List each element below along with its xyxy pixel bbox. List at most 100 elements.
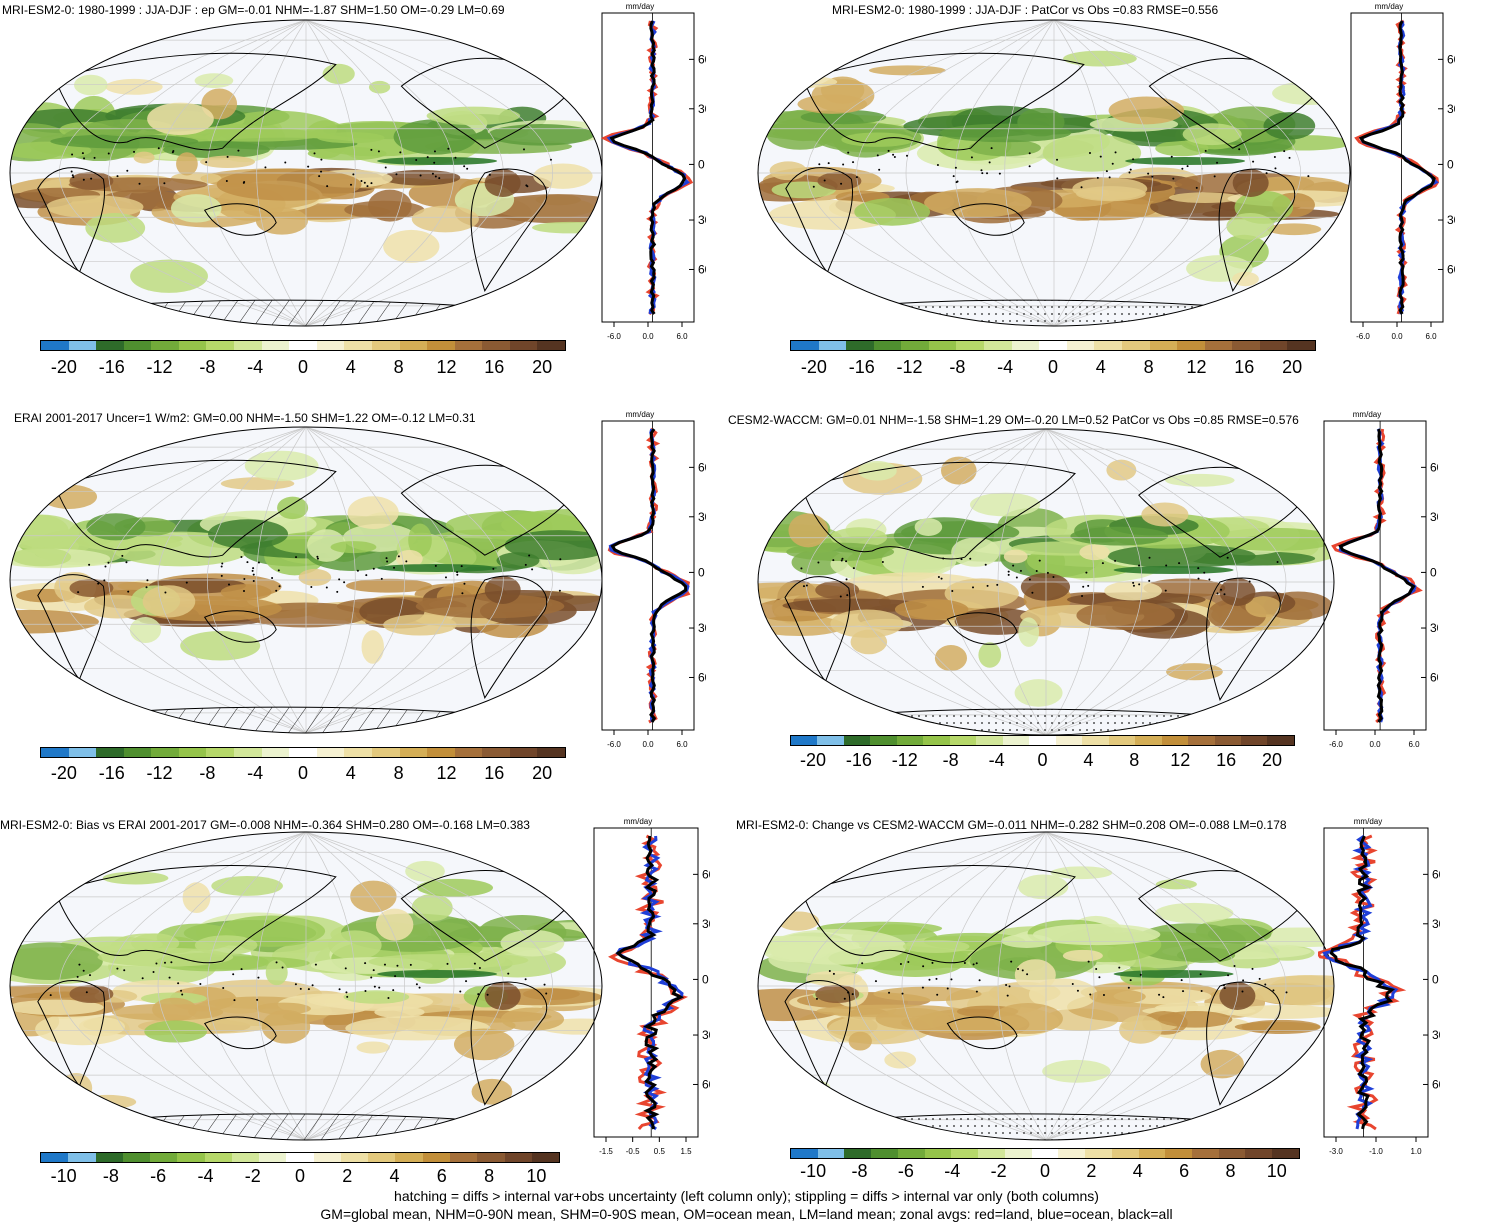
anomaly-region (777, 911, 820, 931)
stipple-dot (366, 185, 369, 188)
anomaly-region (1113, 970, 1234, 978)
ocean-zonal-line (615, 835, 684, 1131)
colorbar-swatch (477, 1153, 505, 1162)
stipple-dot (90, 177, 93, 180)
stipple-dot (1102, 994, 1105, 997)
longitude-gridline (901, 832, 1047, 1140)
stipple-dot (988, 161, 991, 164)
panel-3-title: ERAI 2001-2017 Uncer=1 W/m2: GM=0.00 NHM… (14, 411, 476, 425)
lat-tick-label: 30S (1447, 213, 1455, 227)
footer-note-1: hatching = diffs > internal var+obs unce… (394, 1188, 1099, 1204)
lat-tick-label: 30N (698, 510, 706, 524)
land-zonal-line (607, 427, 691, 724)
colorbar-swatch (1218, 1149, 1246, 1158)
stipple-dot (845, 560, 848, 563)
colorbar-tick-label: 4 (1083, 750, 1094, 770)
anomaly-region (383, 614, 457, 636)
anomaly-region (1266, 223, 1322, 236)
longitude-gridline (108, 427, 307, 733)
colorbar-tick-label: 8 (393, 763, 404, 783)
colorbar-tick-label: 8 (1129, 750, 1140, 770)
longitude-gridline (207, 20, 307, 326)
stipple-dot (433, 161, 436, 164)
anomaly-region (79, 1094, 137, 1110)
anomaly-region (411, 205, 479, 233)
anomaly-region (951, 537, 1000, 567)
stipple-dot (940, 577, 943, 580)
longitude-gridline (1045, 832, 1287, 1140)
lat-tick-label: 30S (1432, 1028, 1440, 1042)
stipple-dot (240, 555, 243, 558)
lat-tick-label: 60N (1430, 460, 1438, 474)
colorbar-swatch (96, 341, 124, 350)
anomaly-region (343, 990, 410, 1004)
anomaly-region (800, 109, 887, 125)
stipple-dot (350, 183, 353, 186)
stipple-dot (466, 167, 469, 170)
stipple-dot (399, 151, 402, 154)
lat-tick-label: 60N (698, 460, 706, 474)
colorbar-tick-label: 12 (436, 357, 457, 377)
colorbar-swatch (817, 736, 844, 745)
stipple-dot (1197, 577, 1200, 580)
stipple-dot (71, 174, 74, 177)
stipple-dot (545, 992, 548, 995)
stipple-dot (524, 563, 527, 566)
stipple-dot (881, 560, 884, 563)
stipple-dot (70, 170, 73, 173)
zonal-units-label: mm/day (626, 410, 654, 419)
stipple-dot (363, 181, 366, 184)
colorbar-swatch (1165, 1149, 1193, 1158)
longitude-gridline (949, 429, 1047, 735)
all-zonal-line (609, 20, 687, 315)
colorbar-tick-label: -20 (50, 357, 77, 377)
zonal-units-label: mm/day (624, 817, 652, 826)
longitude-gridline (1045, 832, 1095, 1140)
stipple-dot (1151, 175, 1154, 178)
stipple-dot (394, 975, 397, 978)
anomaly-region (1141, 502, 1189, 527)
stipple-dot (107, 152, 110, 155)
stipple-dot (921, 585, 924, 588)
colorbar-swatch (531, 1153, 560, 1162)
stipple-dot (1026, 973, 1029, 976)
longitude-gridline (1045, 832, 1143, 1140)
anomaly-region (758, 55, 838, 76)
colorbar-swatch (870, 736, 897, 745)
lat-tick-label: 0 (1447, 157, 1454, 171)
colorbar-swatch (1055, 736, 1083, 745)
continent-outline (784, 576, 851, 683)
anomaly-region (1042, 134, 1142, 172)
lat-tick-label: 0 (698, 565, 705, 579)
colorbar-swatch (1240, 736, 1268, 745)
anomaly-region (758, 615, 846, 636)
stipple-dot (892, 153, 895, 156)
anomaly-region (244, 450, 319, 482)
stipple-dot (294, 983, 297, 986)
stipple-dot (415, 983, 418, 986)
value-tick-label: -0.5 (626, 1147, 640, 1156)
colorbar-swatch (178, 748, 207, 757)
colorbar-swatch (261, 748, 290, 757)
panel-2-title: MRI-ESM2-0: 1980-1999 : JJA-DJF : PatCor… (832, 3, 1219, 17)
anomaly-region (10, 609, 99, 634)
anomaly-region (405, 860, 445, 882)
stipple-dot (384, 166, 387, 169)
colorbar-swatch (316, 341, 345, 350)
anomaly-region (1072, 177, 1148, 200)
colorbar-tick-label: -12 (146, 357, 173, 377)
stipple-dot (1223, 593, 1226, 596)
continent-outline (470, 168, 548, 292)
colorbar-swatch (122, 1153, 151, 1162)
stipple-dot (463, 582, 466, 585)
colorbar-tick-label: 8 (393, 357, 404, 377)
stipple-dot (1080, 186, 1083, 189)
stipple-dot (1038, 559, 1041, 562)
stipple-dot (1087, 584, 1090, 587)
panel-5-colorbar (40, 1152, 560, 1163)
colorbar-swatch (371, 341, 400, 350)
stipple-dot (373, 985, 376, 988)
colorbar-swatch (1111, 1149, 1139, 1158)
anomaly-region (182, 882, 211, 914)
stipple-dot (971, 586, 974, 589)
